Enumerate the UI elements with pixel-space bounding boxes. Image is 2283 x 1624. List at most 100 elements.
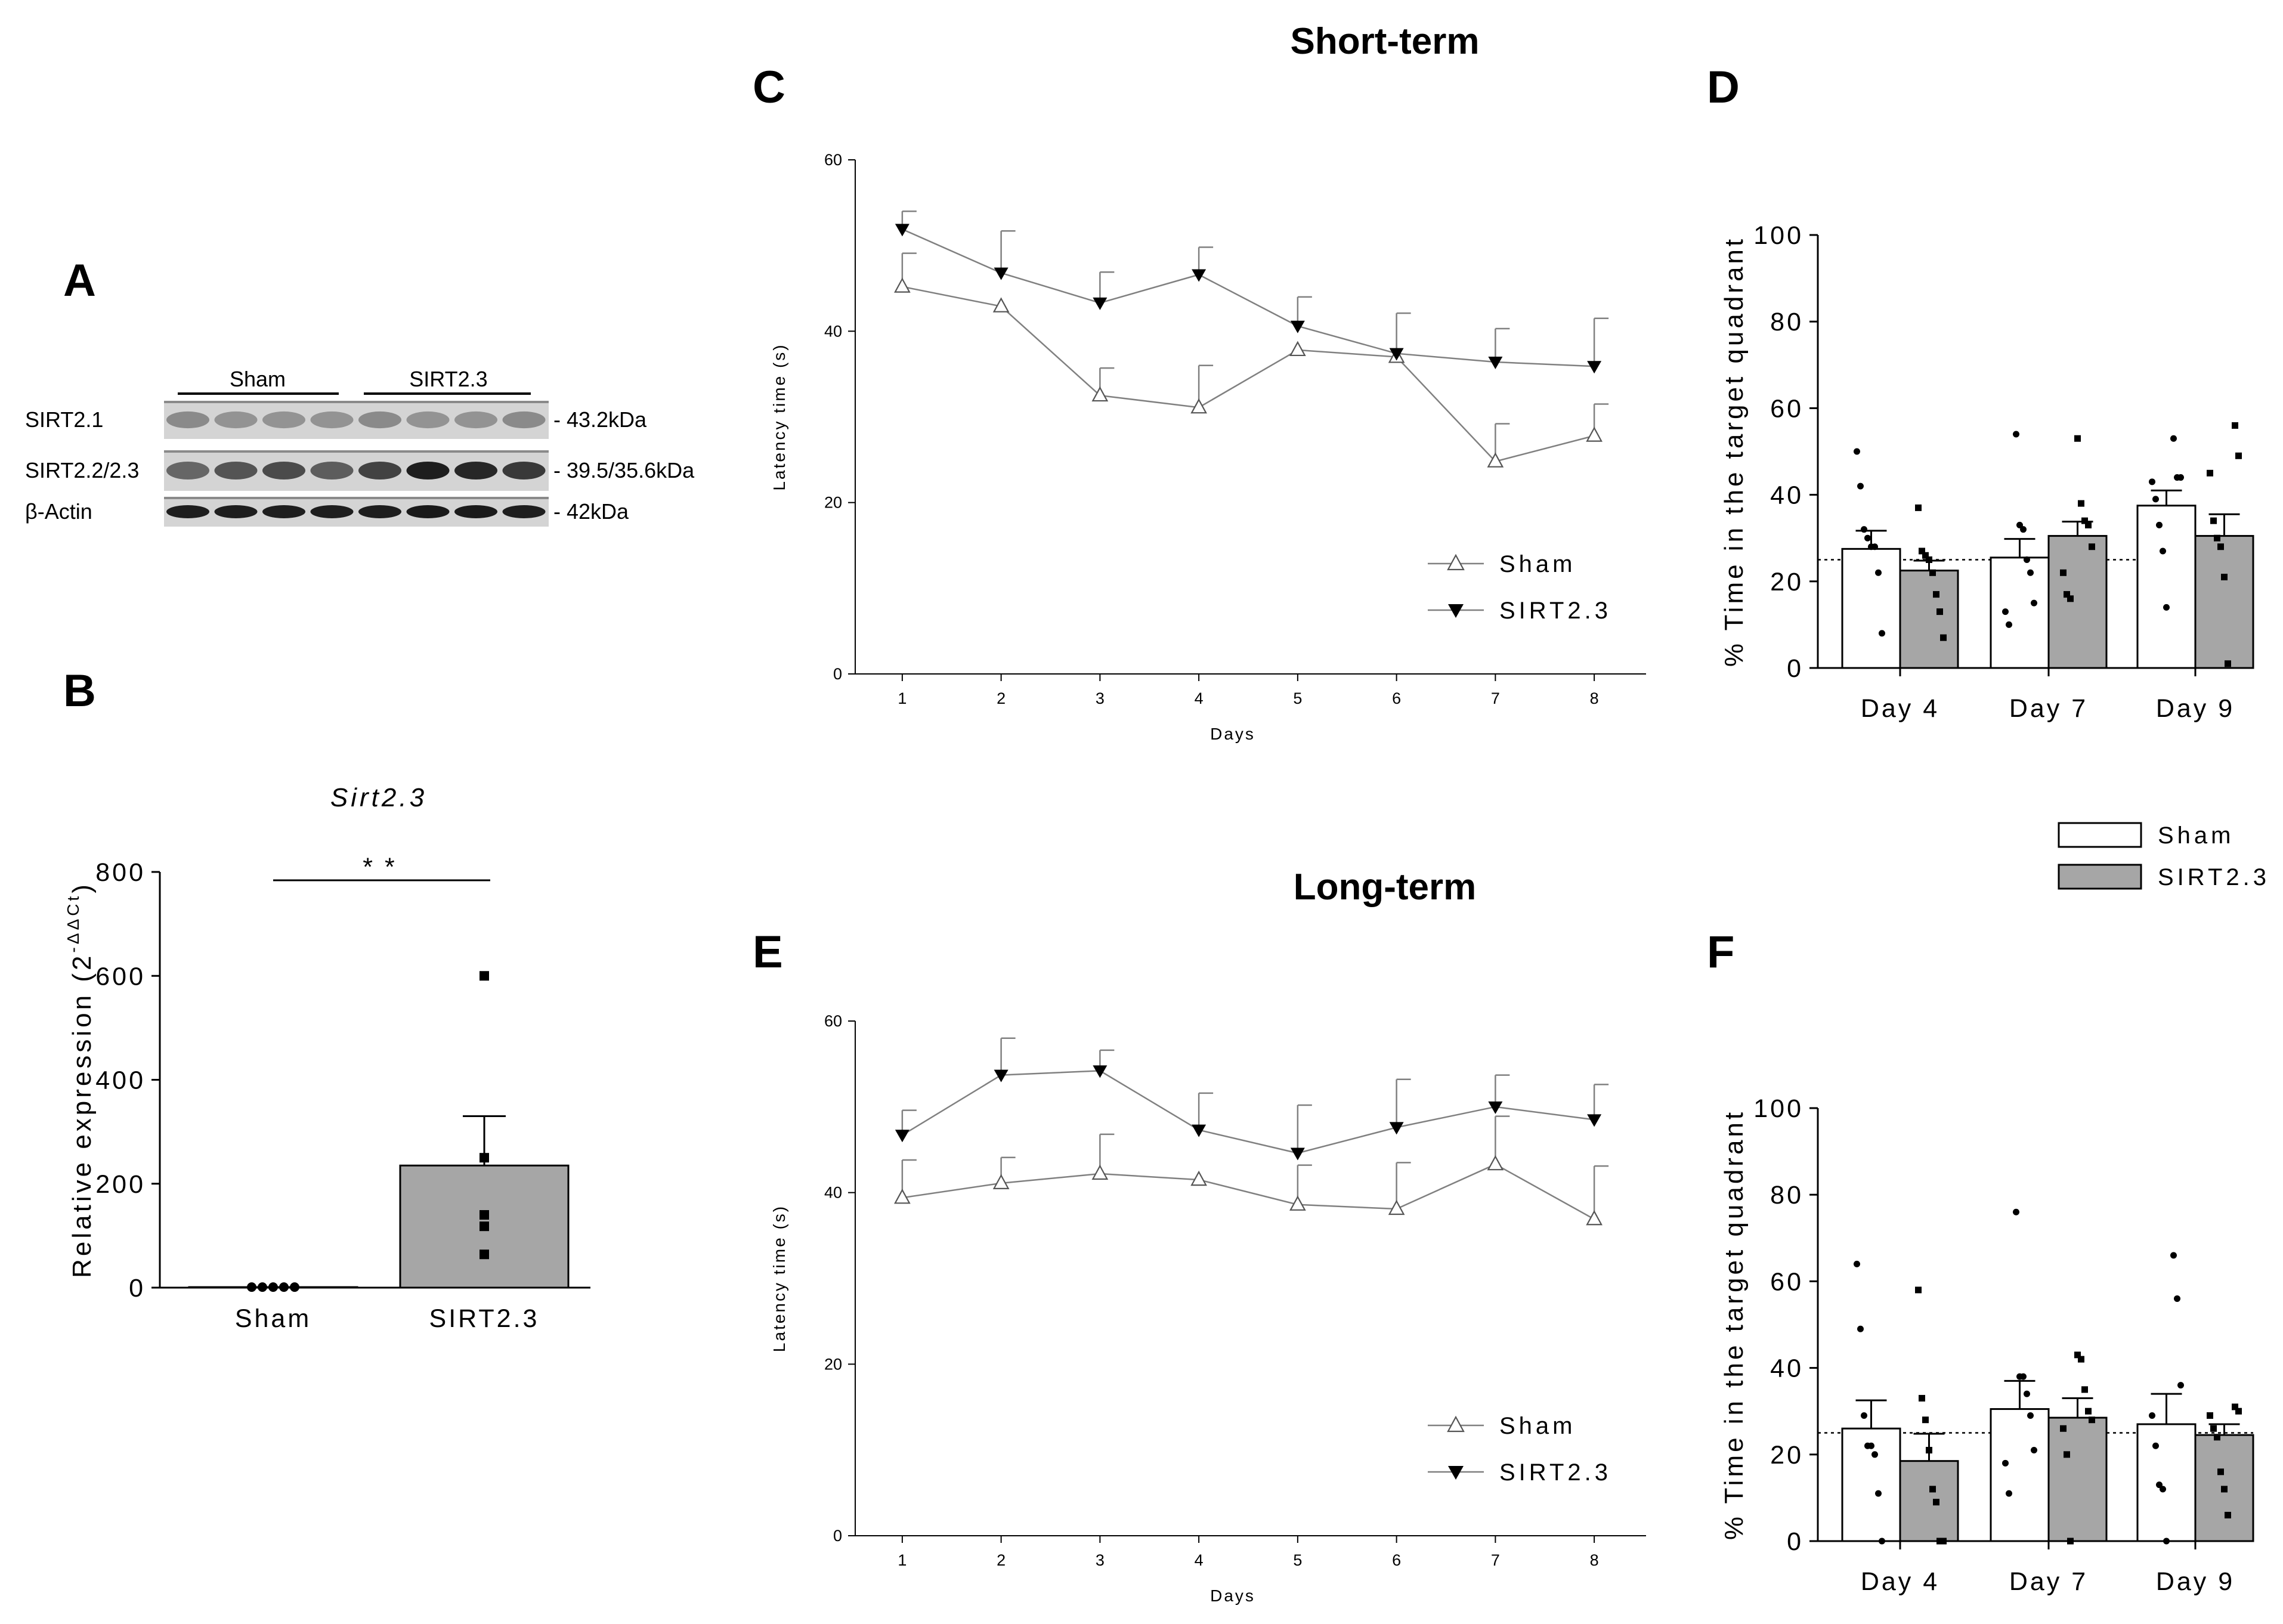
long-term-latency-chart: 0 20 40 60 1 2 3 4 5 6 7 8 Days Latency time (s) Sham S…	[770, 1012, 1646, 1605]
data-marker	[1587, 1114, 1602, 1127]
data-point	[480, 971, 489, 981]
bar	[1899, 570, 1959, 669]
x-tick-label: Day 7	[2009, 694, 2088, 723]
data-point	[2081, 517, 2088, 524]
kda-label: - 43.2kDa	[553, 407, 647, 432]
data-point	[2177, 474, 2184, 481]
data-point	[2064, 1451, 2070, 1458]
data-point	[1933, 1499, 1939, 1506]
group-label: SIRT2.3	[409, 367, 487, 391]
bar	[1841, 547, 1901, 669]
data-point	[1871, 1451, 1878, 1458]
bar	[2136, 1423, 2197, 1542]
chart-title: Sirt2.3	[330, 783, 427, 812]
series-line	[902, 1070, 1595, 1154]
blot-band	[262, 411, 305, 429]
x-tick-label: 7	[1491, 1551, 1500, 1569]
data-point	[2207, 1412, 2213, 1419]
data-point	[247, 1282, 256, 1292]
short-term-title: Short-term	[1291, 21, 1480, 62]
data-point	[2016, 521, 2023, 528]
y-axis-label: % Time in the target quadrant	[1719, 1109, 1749, 1540]
y-tick-label: 0	[833, 1527, 842, 1545]
data-point	[2027, 1412, 2034, 1419]
blot-band	[358, 411, 401, 429]
bar	[1990, 556, 2050, 669]
y-tick-label: 0	[833, 665, 842, 683]
data-point	[2152, 1442, 2159, 1449]
blot-band	[406, 505, 450, 518]
data-marker	[895, 224, 910, 237]
y-axis-label: Latency time (s)	[770, 1205, 788, 1352]
data-marker	[1192, 1124, 1207, 1137]
y-axis-label: % Time in the target quadrant	[1719, 236, 1749, 667]
data-point	[2177, 1382, 2184, 1389]
x-tick-label: 1	[898, 1551, 907, 1569]
data-point	[1879, 1538, 1885, 1545]
bar	[1899, 1460, 1959, 1542]
series-line	[902, 1163, 1595, 1220]
kda-label: - 39.5/35.6kDa	[553, 458, 695, 482]
band-label: SIRT2.1	[25, 407, 103, 432]
blot-band	[502, 462, 546, 480]
y-tick-label: 80	[1770, 308, 1803, 336]
data-marker	[1091, 386, 1109, 402]
blot-band	[454, 462, 497, 480]
data-marker	[1388, 1199, 1405, 1215]
x-tick-label: 3	[1096, 689, 1105, 707]
data-point	[2156, 521, 2163, 528]
panel-letter-d: D	[1707, 62, 1740, 113]
y-tick-label: 400	[95, 1066, 146, 1095]
data-point	[2006, 621, 2012, 628]
x-tick-label: 7	[1491, 689, 1500, 707]
data-point	[2002, 608, 2009, 615]
data-point	[2225, 1511, 2231, 1518]
y-tick-label: 20	[1770, 1441, 1803, 1470]
band-label: SIRT2.2/2.3	[25, 458, 139, 482]
data-point	[1940, 634, 1947, 641]
data-point	[1871, 543, 1878, 550]
y-axis-label: Latency time (s)	[770, 343, 788, 490]
blot-band	[214, 505, 258, 518]
y-tick-label: 20	[824, 1355, 842, 1373]
legend-label: Sham	[1499, 1413, 1576, 1439]
panel-letters: A B C D E F	[63, 62, 1740, 978]
blot-band	[358, 462, 401, 480]
data-point	[1940, 1538, 1947, 1545]
x-tick-label: Sham	[235, 1304, 311, 1333]
legend-marker	[1448, 604, 1464, 618]
data-point	[2024, 1390, 2030, 1397]
blot-band	[214, 411, 258, 429]
x-tick-label: 4	[1195, 689, 1204, 707]
data-marker	[1093, 297, 1108, 310]
y-tick-label: 40	[824, 322, 842, 340]
data-point	[1875, 569, 1882, 576]
data-marker	[1093, 1065, 1108, 1078]
data-point	[2232, 422, 2238, 429]
data-point	[1919, 547, 1925, 555]
series-line	[902, 228, 1595, 367]
legend-marker	[1447, 553, 1465, 571]
blot-band	[214, 462, 258, 480]
legend-marker	[1447, 1415, 1465, 1433]
data-point	[2149, 478, 2155, 485]
data-point	[1936, 1538, 1943, 1545]
data-point	[2081, 1386, 2088, 1393]
blot-band	[406, 411, 450, 429]
data-point	[2085, 521, 2092, 528]
y-axis-label-main: Relative expression (2	[67, 953, 97, 1278]
blot-band	[262, 462, 305, 480]
bar	[2047, 1416, 2108, 1542]
data-point	[2225, 660, 2231, 667]
x-tick-label: SIRT2.3	[429, 1304, 540, 1333]
data-point	[1861, 526, 1867, 533]
data-point	[2085, 1408, 2092, 1415]
legend-swatch	[2058, 864, 2142, 890]
blot-band	[406, 462, 450, 480]
panel-letter-a: A	[63, 255, 96, 306]
data-point	[2221, 574, 2228, 581]
data-point	[2163, 1538, 2170, 1545]
x-axis-label: Days	[1210, 1586, 1255, 1605]
y-axis-label-close: )	[67, 881, 97, 893]
